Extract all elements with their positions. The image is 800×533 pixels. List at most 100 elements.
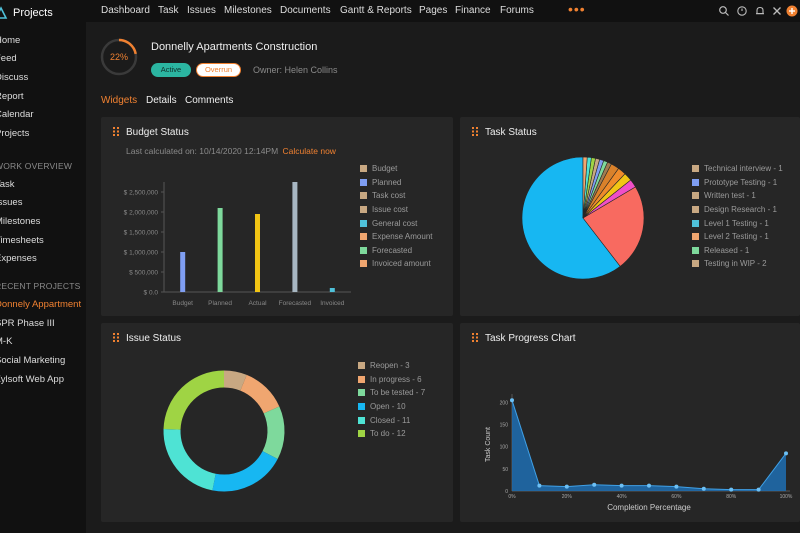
- legend-item[interactable]: General cost: [360, 216, 432, 230]
- legend-swatch: [692, 192, 699, 200]
- bell-icon[interactable]: [754, 5, 766, 17]
- data-point: [510, 398, 514, 403]
- data-point: [592, 482, 597, 487]
- legend-item[interactable]: Design Research - 1: [692, 203, 783, 217]
- legend-label: Level 1 Testing - 1: [704, 218, 769, 228]
- legend-item[interactable]: Testing in WIP - 2: [692, 257, 783, 271]
- sidebar-item-issues[interactable]: Issues: [0, 197, 23, 208]
- legend-item[interactable]: Released - 1: [692, 244, 783, 258]
- data-point: [537, 483, 542, 488]
- data-point: [647, 483, 651, 488]
- legend-item[interactable]: Planned: [360, 176, 432, 190]
- data-point: [619, 483, 624, 488]
- sidebar-item-task[interactable]: Task: [0, 179, 15, 190]
- nav-issues[interactable]: Issues: [187, 5, 216, 16]
- more-menu-icon[interactable]: •••: [568, 1, 586, 17]
- top-nav-bar: Dashboard Task Issues Milestones Documen…: [86, 0, 800, 22]
- drag-handle-icon[interactable]: [472, 333, 478, 342]
- nav-pages[interactable]: Pages: [419, 5, 448, 16]
- data-point: [756, 487, 761, 492]
- nav-dashboard[interactable]: Dashboard: [101, 5, 150, 16]
- legend-swatch: [692, 165, 699, 173]
- sidebar: Projects Home Feed Discuss Report Calend…: [0, 0, 86, 533]
- add-icon[interactable]: [786, 5, 798, 17]
- recent-project-item[interactable]: Social Marketing: [0, 355, 66, 366]
- legend-item[interactable]: In progress - 6: [358, 373, 425, 387]
- tools-icon[interactable]: [771, 5, 783, 17]
- legend-item[interactable]: To do - 12: [358, 427, 425, 441]
- legend-label: To do - 12: [370, 429, 406, 439]
- y-tick-label: $ 500,000: [129, 270, 158, 277]
- legend-swatch: [358, 389, 365, 397]
- legend-item[interactable]: Invoiced amount: [360, 257, 432, 271]
- legend-item[interactable]: Written test - 1: [692, 189, 783, 203]
- sidebar-item-expenses[interactable]: Expenses: [0, 253, 37, 264]
- recent-project-item[interactable]: Zylsoft Web App: [0, 374, 64, 385]
- timer-icon[interactable]: [736, 5, 748, 17]
- legend-item[interactable]: Issue cost: [360, 203, 432, 217]
- y-tick-label: 200: [500, 400, 509, 406]
- nav-finance[interactable]: Finance: [455, 5, 491, 16]
- nav-task[interactable]: Task: [158, 5, 179, 16]
- nav-forums[interactable]: Forums: [500, 5, 534, 16]
- calculate-now-link[interactable]: Calculate now: [282, 146, 336, 156]
- legend-item[interactable]: Open - 10: [358, 400, 425, 414]
- tab-comments[interactable]: Comments: [185, 95, 234, 106]
- task-status-legend: Technical interview - 1 Prototype Testing…: [692, 162, 783, 271]
- legend-item[interactable]: Prototype Testing - 1: [692, 176, 783, 190]
- nav-gantt-reports[interactable]: Gantt & Reports: [340, 5, 412, 16]
- legend-swatch: [692, 246, 699, 254]
- legend-item[interactable]: Level 1 Testing - 1: [692, 216, 783, 230]
- search-icon[interactable]: [718, 5, 730, 17]
- sidebar-item-feed[interactable]: Feed: [0, 53, 17, 64]
- recent-project-item[interactable]: Donnely Appartment: [0, 299, 82, 310]
- legend-label: Invoiced amount: [372, 259, 431, 269]
- project-progress-value: 22%: [109, 52, 128, 62]
- sidebar-item-discuss[interactable]: Discuss: [0, 72, 29, 83]
- sidebar-item-projects[interactable]: Projects: [0, 128, 30, 139]
- data-point: [564, 484, 569, 489]
- legend-item[interactable]: Closed - 11: [358, 413, 425, 427]
- legend-item[interactable]: Reopen - 3: [358, 359, 425, 373]
- legend-label: Design Research - 1: [704, 205, 777, 215]
- legend-label: Expense Amount: [372, 232, 433, 242]
- sidebar-item-calendar[interactable]: Calendar: [0, 109, 34, 120]
- donut-segment: [212, 450, 278, 492]
- tab-details[interactable]: Details: [146, 95, 177, 106]
- legend-item[interactable]: Task cost: [360, 189, 432, 203]
- legend-swatch: [692, 233, 699, 241]
- legend-swatch: [360, 178, 367, 186]
- pie-slice: [582, 186, 645, 267]
- nav-milestones[interactable]: Milestones: [224, 5, 272, 16]
- drag-handle-icon[interactable]: [472, 127, 478, 136]
- sidebar-item-report[interactable]: Report: [0, 91, 24, 102]
- recent-project-item[interactable]: M-K: [0, 336, 13, 347]
- recent-project-item[interactable]: SPR Phase III: [0, 318, 55, 329]
- nav-documents[interactable]: Documents: [280, 5, 331, 16]
- legend-item[interactable]: Technical interview - 1: [692, 162, 783, 176]
- sidebar-item-timesheets[interactable]: Timesheets: [0, 235, 44, 246]
- legend-swatch: [360, 206, 367, 214]
- legend-swatch: [358, 416, 365, 424]
- legend-label: Testing in WIP - 2: [704, 259, 767, 269]
- legend-swatch: [360, 260, 367, 268]
- status-badge[interactable]: Active: [151, 63, 191, 77]
- legend-item[interactable]: Expense Amount: [360, 230, 432, 244]
- legend-item[interactable]: Level 2 Testing - 1: [692, 230, 783, 244]
- legend-label: General cost: [372, 218, 418, 228]
- legend-item[interactable]: To be tested - 7: [358, 386, 425, 400]
- app-logo[interactable]: Projects: [0, 4, 53, 22]
- sidebar-item-milestones[interactable]: Milestones: [0, 216, 41, 227]
- legend-item[interactable]: Forecasted: [360, 244, 432, 258]
- legend-item[interactable]: Budget: [360, 162, 432, 176]
- tab-widgets[interactable]: Widgets: [101, 95, 138, 106]
- x-tick-label: 0%: [508, 494, 516, 500]
- legend-swatch: [692, 219, 699, 227]
- x-tick-label: Actual: [248, 300, 267, 307]
- sidebar-item-home[interactable]: Home: [0, 35, 21, 46]
- bar: [329, 288, 335, 292]
- legend-swatch: [360, 192, 367, 200]
- y-tick-label: $ 2,500,000: [124, 190, 159, 197]
- drag-handle-icon[interactable]: [113, 127, 119, 136]
- drag-handle-icon[interactable]: [113, 333, 119, 342]
